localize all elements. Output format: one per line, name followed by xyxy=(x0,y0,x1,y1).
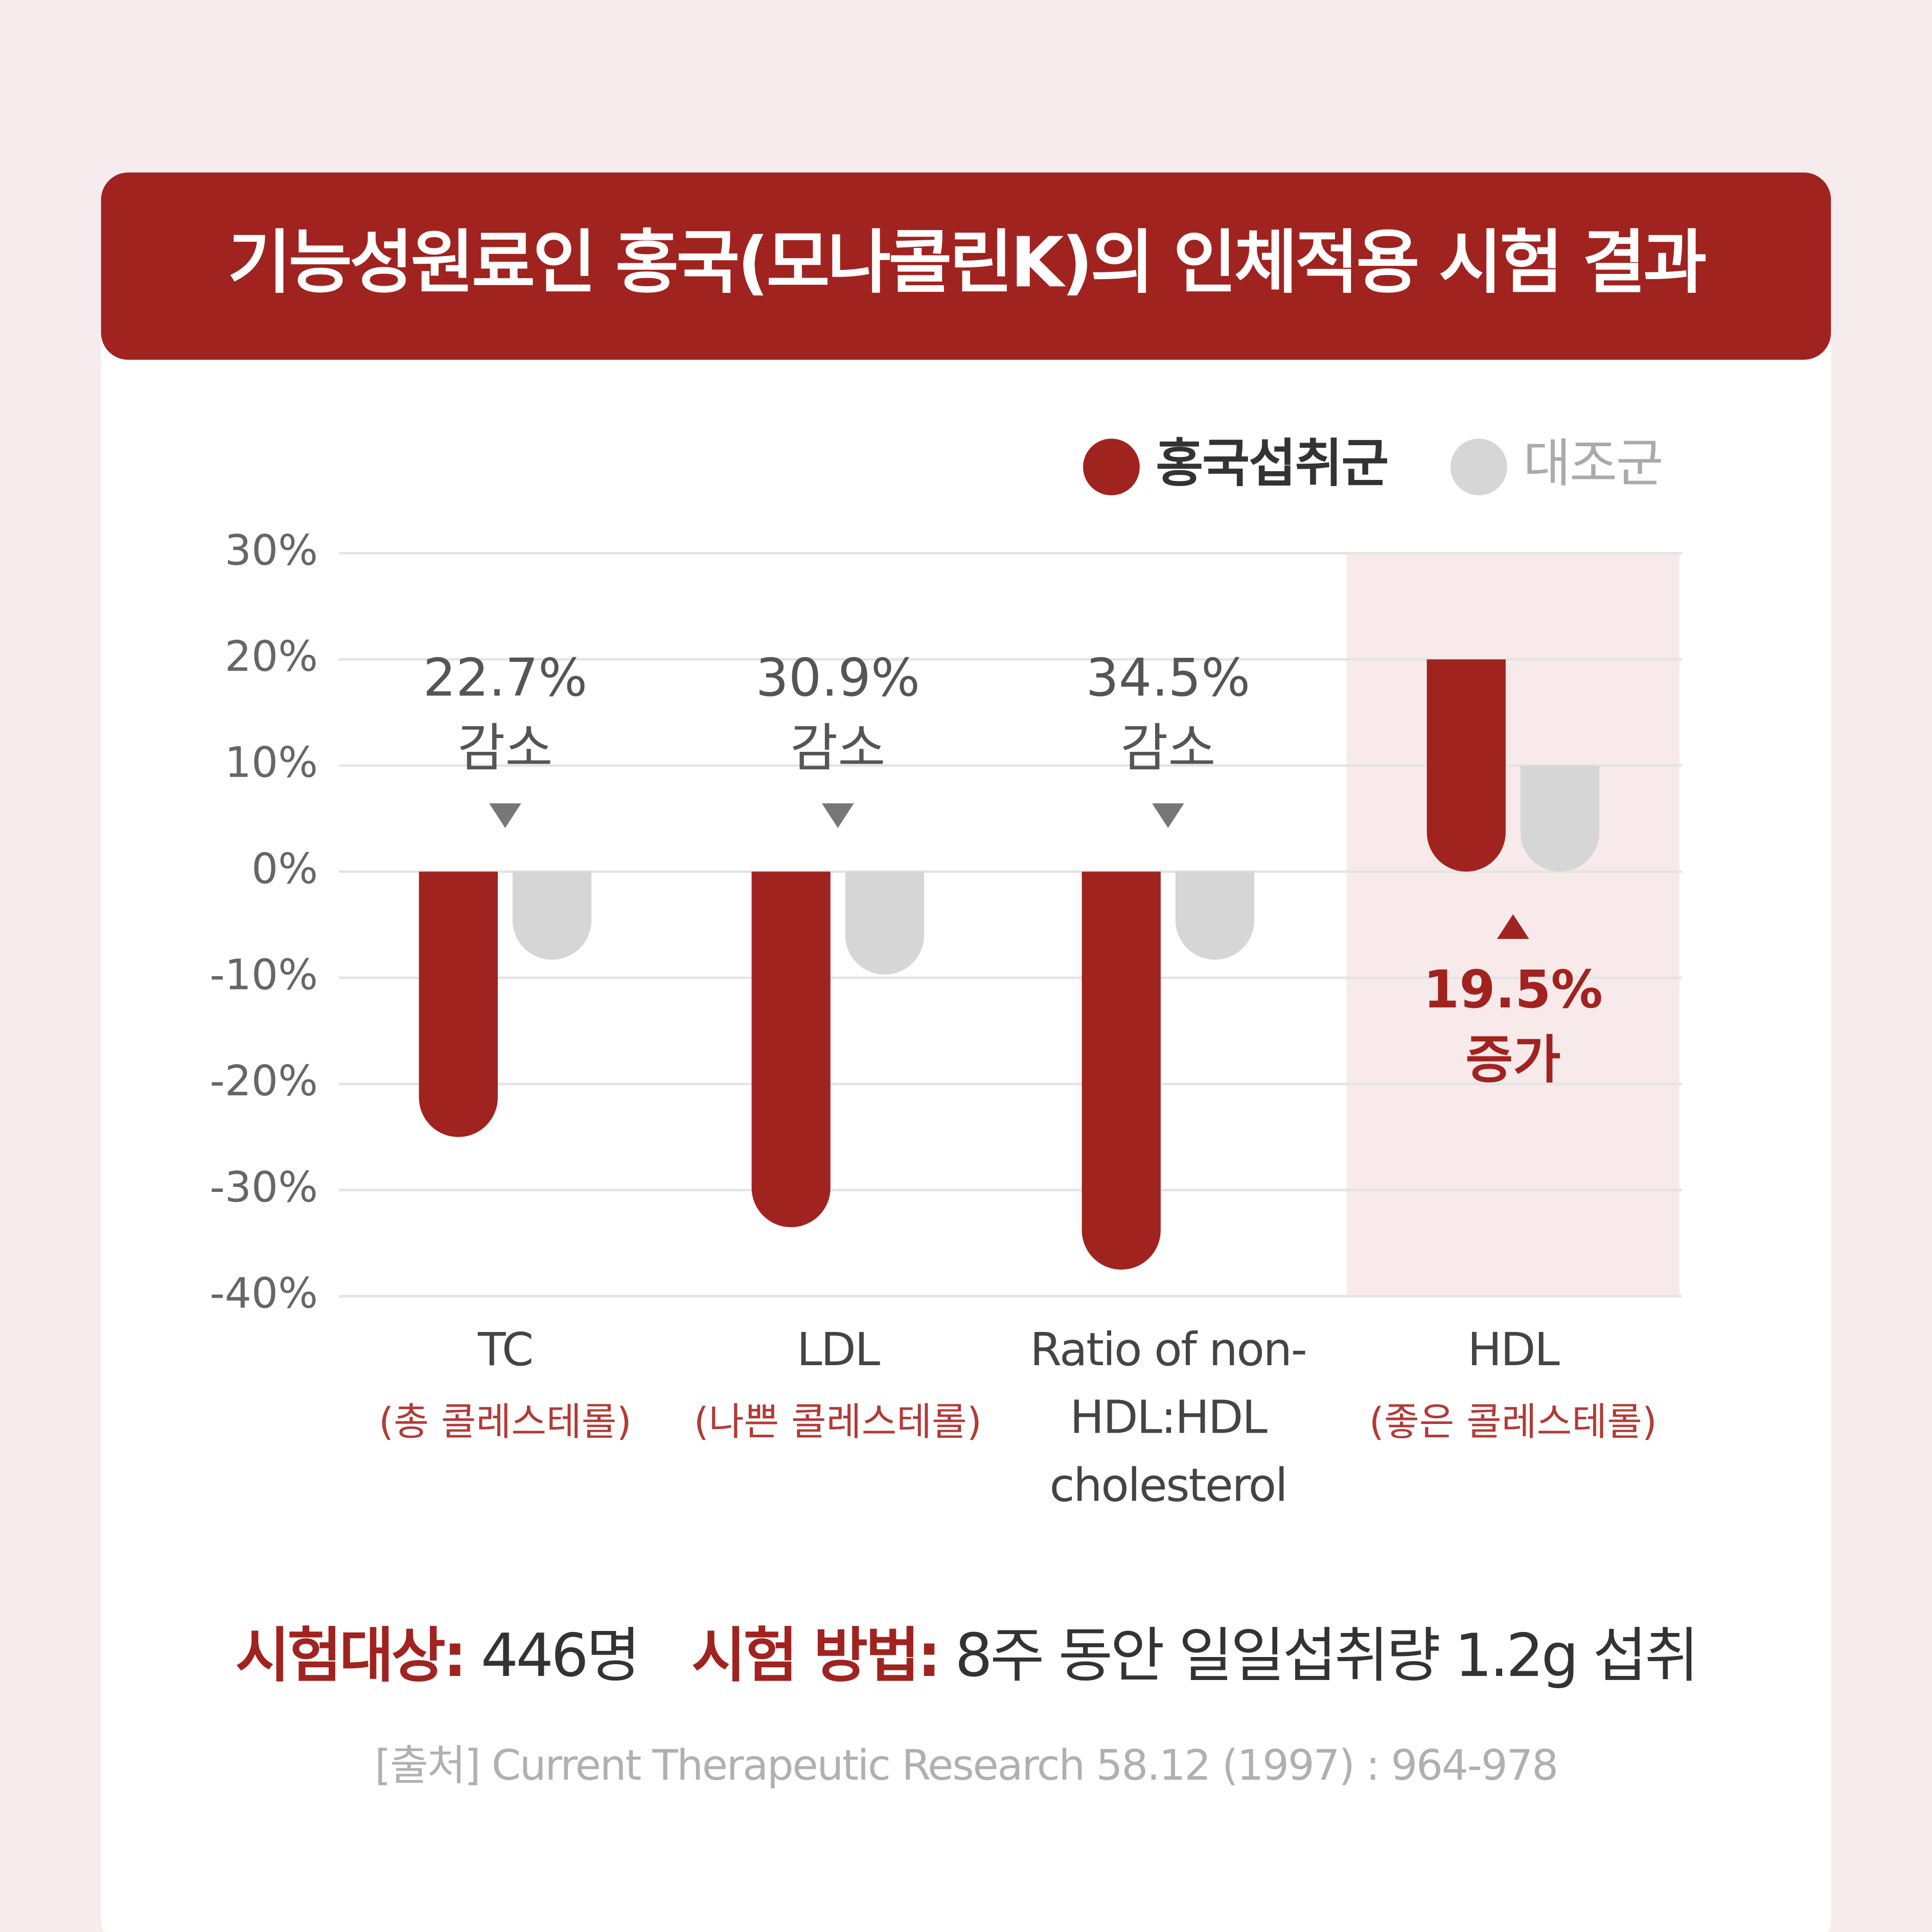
annotation-value: 30.9% xyxy=(755,648,920,708)
annotation-note: 증가 xyxy=(1465,1029,1560,1090)
bar xyxy=(1082,871,1161,1270)
x-tick-label: Ratio of non-HDL:HDL cholesterol xyxy=(1030,1323,1307,1512)
y-tick-label: 30% xyxy=(225,526,318,575)
subject: 446명 xyxy=(481,1622,638,1690)
bar xyxy=(1427,659,1506,872)
arrow-down xyxy=(489,803,521,828)
bar xyxy=(1520,765,1600,872)
annotation-note: 감소 xyxy=(457,718,553,778)
legend-marker xyxy=(1083,439,1140,496)
x-tick-label: TC xyxy=(478,1323,534,1376)
annotation-value: 34.5% xyxy=(1086,648,1251,708)
x-tick-sublabel: (총 콜레스테롤) xyxy=(379,1399,632,1444)
legend-label: 홍국섭취군 xyxy=(1156,433,1388,493)
x-tick-sublabel: (나쁜 콜레스테롤) xyxy=(694,1399,982,1444)
x-tick-label-box: LDL xyxy=(796,1323,880,1376)
chart-title: 기능성원료인 홍국(모나콜린K)의 인체적용 시험 결과 xyxy=(227,222,1706,303)
y-tick-label: -20% xyxy=(210,1057,318,1106)
x-tick-label: LDL xyxy=(796,1323,880,1376)
arrow-down xyxy=(821,803,854,828)
legend-label: 대조군 xyxy=(1523,433,1662,493)
plot: -40% -30% -20% -10% 0% 10% 20% 30% 22.7% 감소 30.9% 감… xyxy=(210,433,1682,1512)
bar xyxy=(751,871,831,1228)
source: [출처] Current Therapeutic Research 58.12 … xyxy=(375,1741,1557,1790)
annotation-value: 22.7% xyxy=(423,648,588,708)
annotation-note: 감소 xyxy=(1120,718,1215,778)
arrow-up xyxy=(1497,914,1529,939)
footer-info: 시험대상: 446명 시험 방법: 8주 동안 일일섭취량 1.2g 섭취 xyxy=(236,1622,1697,1690)
method-label: 시험 방법: xyxy=(692,1622,938,1690)
title-bar xyxy=(101,172,1831,360)
annotation-value: 19.5% xyxy=(1423,959,1603,1020)
y-tick-label: 10% xyxy=(225,739,318,787)
y-tick-label: 20% xyxy=(225,633,318,681)
x-tick-label-box: HDL xyxy=(1467,1323,1560,1376)
x-tick-label-box: Ratio of non-HDL:HDL cholesterol xyxy=(1030,1323,1307,1512)
bar xyxy=(1175,871,1255,960)
bar xyxy=(512,871,592,960)
method: 8주 동안 일일섭취량 1.2g 섭취 xyxy=(955,1622,1696,1690)
legend-marker xyxy=(1450,439,1507,496)
bar xyxy=(845,871,925,975)
y-tick-label: -40% xyxy=(210,1270,318,1318)
annotation-note: 감소 xyxy=(790,718,885,778)
x-tick-sublabel: (좋은 콜레스테롤) xyxy=(1369,1399,1657,1444)
bar xyxy=(419,871,498,1137)
x-tick-label-box: TC xyxy=(478,1323,534,1376)
subject-label: 시험대상: xyxy=(236,1622,465,1690)
x-tick-label: HDL xyxy=(1467,1323,1560,1376)
arrow-down xyxy=(1152,803,1184,828)
y-tick-label: -30% xyxy=(210,1163,318,1212)
y-tick-label: 0% xyxy=(251,845,318,893)
y-tick-label: -10% xyxy=(210,951,318,1000)
